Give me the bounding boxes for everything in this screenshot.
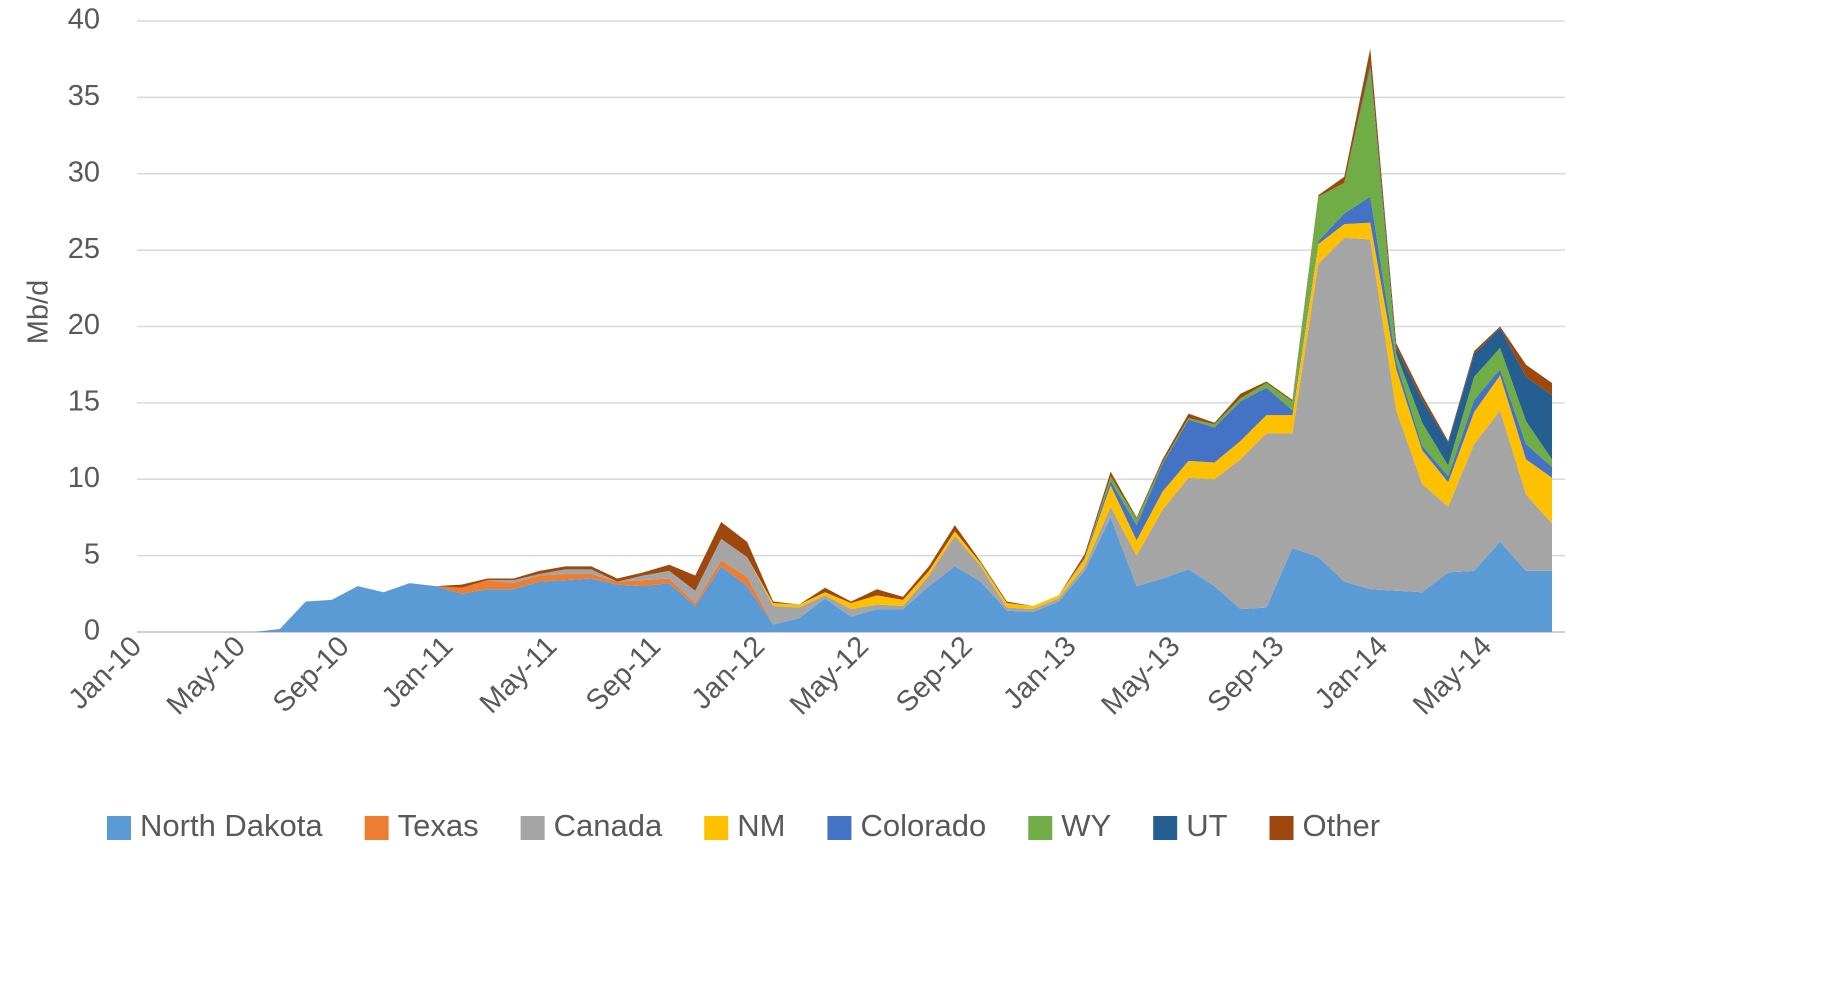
y-tick-label: 35 [68, 80, 100, 112]
legend-swatch [1269, 816, 1294, 840]
y-tick-label: 10 [68, 462, 100, 494]
legend-item: UT [1153, 808, 1228, 843]
y-axis-label: Mb/d [23, 280, 55, 344]
area [149, 237, 1553, 632]
x-tick-label: Jan-11 [376, 630, 460, 714]
x-tick-label: May-12 [784, 630, 875, 721]
legend-swatch [1028, 816, 1053, 840]
legend-swatch [107, 816, 131, 840]
legend-label: WY [1061, 808, 1111, 843]
x-tick-label: May-10 [161, 630, 252, 721]
x-tick-label: Sep-12 [890, 630, 979, 719]
y-tick-label: 5 [84, 538, 100, 570]
y-tick-label: 15 [68, 386, 100, 418]
x-tick-label: May-14 [1407, 630, 1498, 721]
legend-label: Other [1303, 808, 1381, 843]
area [149, 196, 1553, 632]
y-tick-label: 40 [68, 4, 100, 36]
x-tick-label: Jan-14 [1309, 630, 1394, 715]
legend-swatch [364, 816, 389, 840]
x-tick-label: Sep-10 [267, 630, 356, 719]
legend-item: NM [704, 808, 785, 843]
x-tick-label: Sep-11 [580, 630, 667, 717]
y-tick-label: 0 [84, 615, 100, 647]
area [149, 222, 1553, 632]
legend-swatch [827, 816, 852, 840]
x-tick-label: Jan-12 [686, 630, 771, 715]
x-tick-label: Jan-13 [997, 630, 1082, 715]
y-tick-label: 30 [68, 156, 100, 188]
y-tick-label: 25 [68, 233, 100, 265]
legend-label: North Dakota [140, 808, 323, 843]
legend-label: Canada [554, 808, 663, 843]
x-tick-label: May-13 [1095, 630, 1186, 721]
legend-label: NM [737, 808, 785, 843]
y-tick-label: 20 [68, 309, 100, 341]
area [149, 517, 1553, 632]
legend-swatch [1153, 816, 1178, 840]
legend-label: Texas [398, 808, 479, 843]
x-tick-label: May-11 [474, 630, 563, 719]
legend-item: Colorado [827, 808, 986, 843]
legend-label: UT [1186, 808, 1227, 843]
legend-swatch [704, 816, 729, 840]
x-tick-label: Sep-13 [1202, 630, 1291, 719]
legend-label: Colorado [860, 808, 986, 843]
legend-item: North Dakota [107, 808, 323, 843]
legend-item: Other [1269, 808, 1381, 843]
legend-swatch [520, 816, 545, 840]
legend-item: Canada [520, 808, 663, 843]
legend-item: Texas [364, 808, 479, 843]
legend-item: WY [1028, 808, 1111, 843]
x-tick-label: Jan-10 [63, 630, 148, 715]
